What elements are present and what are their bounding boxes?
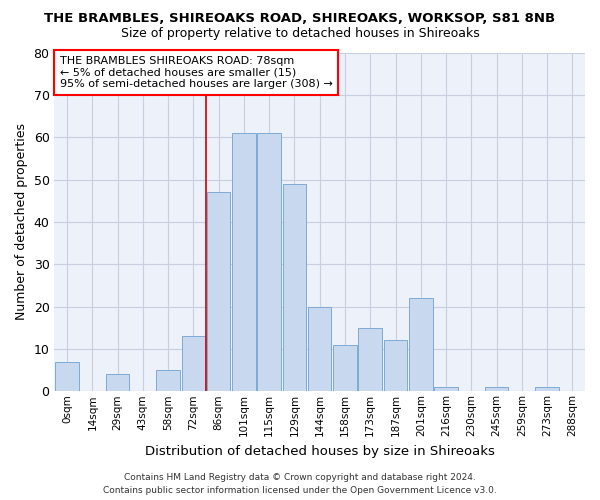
Text: Size of property relative to detached houses in Shireoaks: Size of property relative to detached ho… (121, 28, 479, 40)
Bar (106, 374, 130, 392)
Bar (384, 340, 407, 392)
Bar (182, 336, 205, 392)
Bar (157, 370, 180, 392)
Bar (207, 192, 230, 392)
Bar (283, 184, 306, 392)
Bar (358, 328, 382, 392)
Bar (434, 387, 458, 392)
Text: THE BRAMBLES SHIREOAKS ROAD: 78sqm
← 5% of detached houses are smaller (15)
95% : THE BRAMBLES SHIREOAKS ROAD: 78sqm ← 5% … (60, 56, 332, 89)
Bar (485, 387, 508, 392)
X-axis label: Distribution of detached houses by size in Shireoaks: Distribution of detached houses by size … (145, 444, 494, 458)
Bar (333, 344, 357, 392)
Text: Contains HM Land Registry data © Crown copyright and database right 2024.
Contai: Contains HM Land Registry data © Crown c… (103, 474, 497, 495)
Bar (55, 362, 79, 392)
Bar (409, 298, 433, 392)
Y-axis label: Number of detached properties: Number of detached properties (15, 124, 28, 320)
Bar (232, 133, 256, 392)
Bar (535, 387, 559, 392)
Bar (257, 133, 281, 392)
Text: THE BRAMBLES, SHIREOAKS ROAD, SHIREOAKS, WORKSOP, S81 8NB: THE BRAMBLES, SHIREOAKS ROAD, SHIREOAKS,… (44, 12, 556, 26)
Bar (308, 306, 331, 392)
